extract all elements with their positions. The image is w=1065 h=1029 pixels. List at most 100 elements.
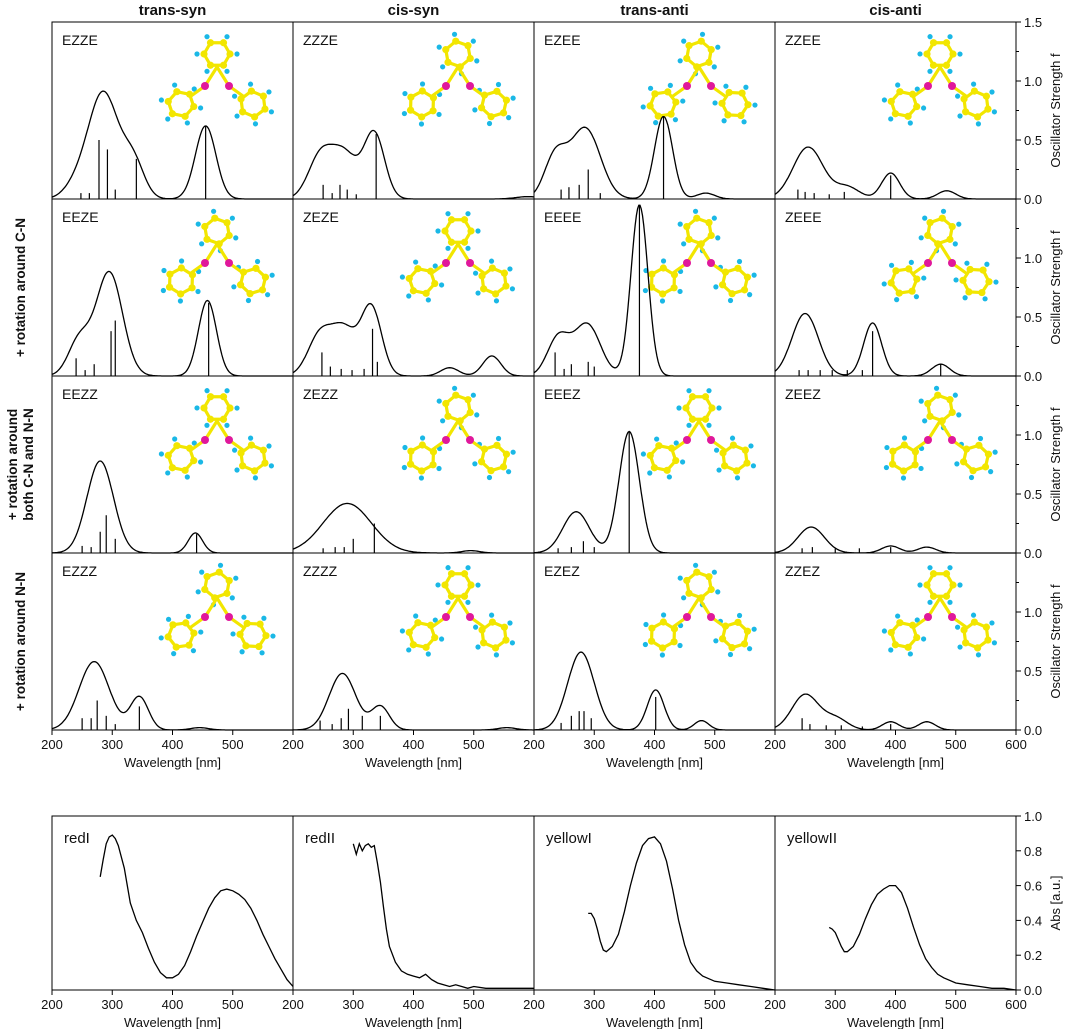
hydrogen-atom [914, 86, 920, 92]
column-title: trans-anti [620, 2, 688, 19]
carbon-atom [500, 623, 508, 631]
carbon-atom [962, 108, 970, 116]
hydrogen-atom [894, 296, 900, 303]
carbon-atom [502, 450, 511, 458]
carbon-atom [924, 231, 932, 240]
carbon-atom [447, 216, 456, 224]
carbon-atom [164, 633, 172, 641]
hydrogen-atom [920, 105, 927, 111]
x-tick-label: 200 [41, 997, 63, 1012]
hydrogen-atom [907, 120, 913, 126]
hydrogen-atom [927, 34, 933, 40]
carbon-atom [487, 113, 495, 121]
broadened-spectrum-line [293, 672, 534, 731]
carbon-atom [173, 442, 181, 450]
carbon-atom [164, 97, 172, 106]
hydrogen-atom [195, 589, 201, 595]
hydrogen-atom [922, 215, 928, 221]
hydrogen-atom [699, 31, 706, 37]
hydrogen-atom [712, 100, 718, 106]
carbon-atom [648, 624, 656, 632]
carbon-atom [452, 37, 460, 45]
hydrogen-atom [713, 638, 719, 644]
panel-label: yellowI [546, 830, 592, 847]
nitrogen-atom [683, 436, 691, 444]
hydrogen-atom [247, 81, 254, 87]
hydrogen-atom [472, 107, 478, 113]
hydrogen-atom [475, 582, 481, 588]
carbon-atom [942, 570, 951, 578]
hydrogen-atom [947, 68, 953, 74]
carbon-atom [215, 568, 223, 576]
hydrogen-atom [989, 620, 995, 626]
nitrogen-atom [948, 436, 956, 444]
hydrogen-atom [927, 68, 933, 74]
hydrogen-atom [956, 412, 962, 418]
broadened-spectrum-line [533, 115, 775, 200]
carbon-atom [166, 270, 174, 278]
x-tick-label: 500 [945, 737, 967, 752]
hydrogen-atom [229, 595, 235, 601]
carbon-atom [647, 637, 656, 645]
hydrogen-atom [402, 90, 408, 97]
carbon-atom [219, 61, 228, 69]
hydrogen-atom [470, 392, 476, 398]
hydrogen-atom [913, 294, 920, 300]
x-tick-label: 300 [342, 737, 364, 752]
carbon-atom [442, 45, 450, 54]
carbon-atom [942, 61, 951, 69]
hydrogen-atom [954, 624, 961, 630]
hydrogen-atom [723, 83, 729, 89]
carbon-atom [646, 102, 654, 110]
carbon-atom [452, 391, 460, 399]
carbon-atom [743, 627, 752, 635]
hydrogen-atom [234, 51, 240, 57]
hydrogen-atom [418, 475, 425, 481]
hydrogen-atom [922, 418, 928, 424]
x-tick-label: 400 [403, 997, 425, 1012]
hydrogen-atom [493, 652, 500, 658]
carbon-atom [405, 274, 413, 283]
broadened-spectrum-line [774, 312, 1016, 377]
carbon-atom [683, 576, 691, 585]
carbon-atom [256, 620, 264, 628]
carbon-atom [200, 50, 208, 58]
hydrogen-atom [234, 405, 240, 411]
carbon-atom [685, 235, 693, 243]
carbon-atom [887, 97, 895, 105]
carbon-atom [261, 459, 269, 467]
carbon-atom [718, 635, 727, 643]
x-tick-label: 400 [644, 997, 666, 1012]
molecule-icon [160, 208, 275, 304]
carbon-atom [407, 447, 415, 455]
column-title: trans-syn [139, 2, 207, 19]
carbon-atom [407, 93, 415, 101]
nitrogen-atom [225, 613, 233, 621]
panel-label: ZEEE [785, 209, 822, 225]
broadened-spectrum-line [292, 302, 534, 377]
carbon-atom [969, 467, 977, 475]
hydrogen-atom [956, 221, 962, 227]
molecule-icon [881, 208, 999, 303]
hydrogen-atom [751, 626, 757, 632]
carbon-atom [164, 451, 172, 459]
hydrogen-atom [475, 644, 481, 650]
hydrogen-atom [693, 562, 699, 568]
carbon-atom [659, 618, 667, 626]
carbon-atom [688, 393, 697, 401]
hydrogen-atom [436, 398, 442, 404]
hydrogen-atom [914, 617, 920, 623]
carbon-atom [982, 623, 990, 631]
x-tick-label: 200 [282, 997, 304, 1012]
carbon-atom [441, 227, 449, 235]
hydrogen-atom [933, 385, 940, 391]
y-tick-label: 0.5 [1024, 487, 1042, 502]
carbon-atom [414, 619, 422, 627]
carbon-atom [239, 462, 247, 470]
hydrogen-atom [721, 118, 727, 124]
x-tick-label: 300 [824, 997, 846, 1012]
carbon-atom [729, 441, 737, 449]
row-title: + rotation around C-N [13, 218, 28, 357]
carbon-atom [259, 446, 267, 454]
carbon-atom [896, 619, 904, 627]
